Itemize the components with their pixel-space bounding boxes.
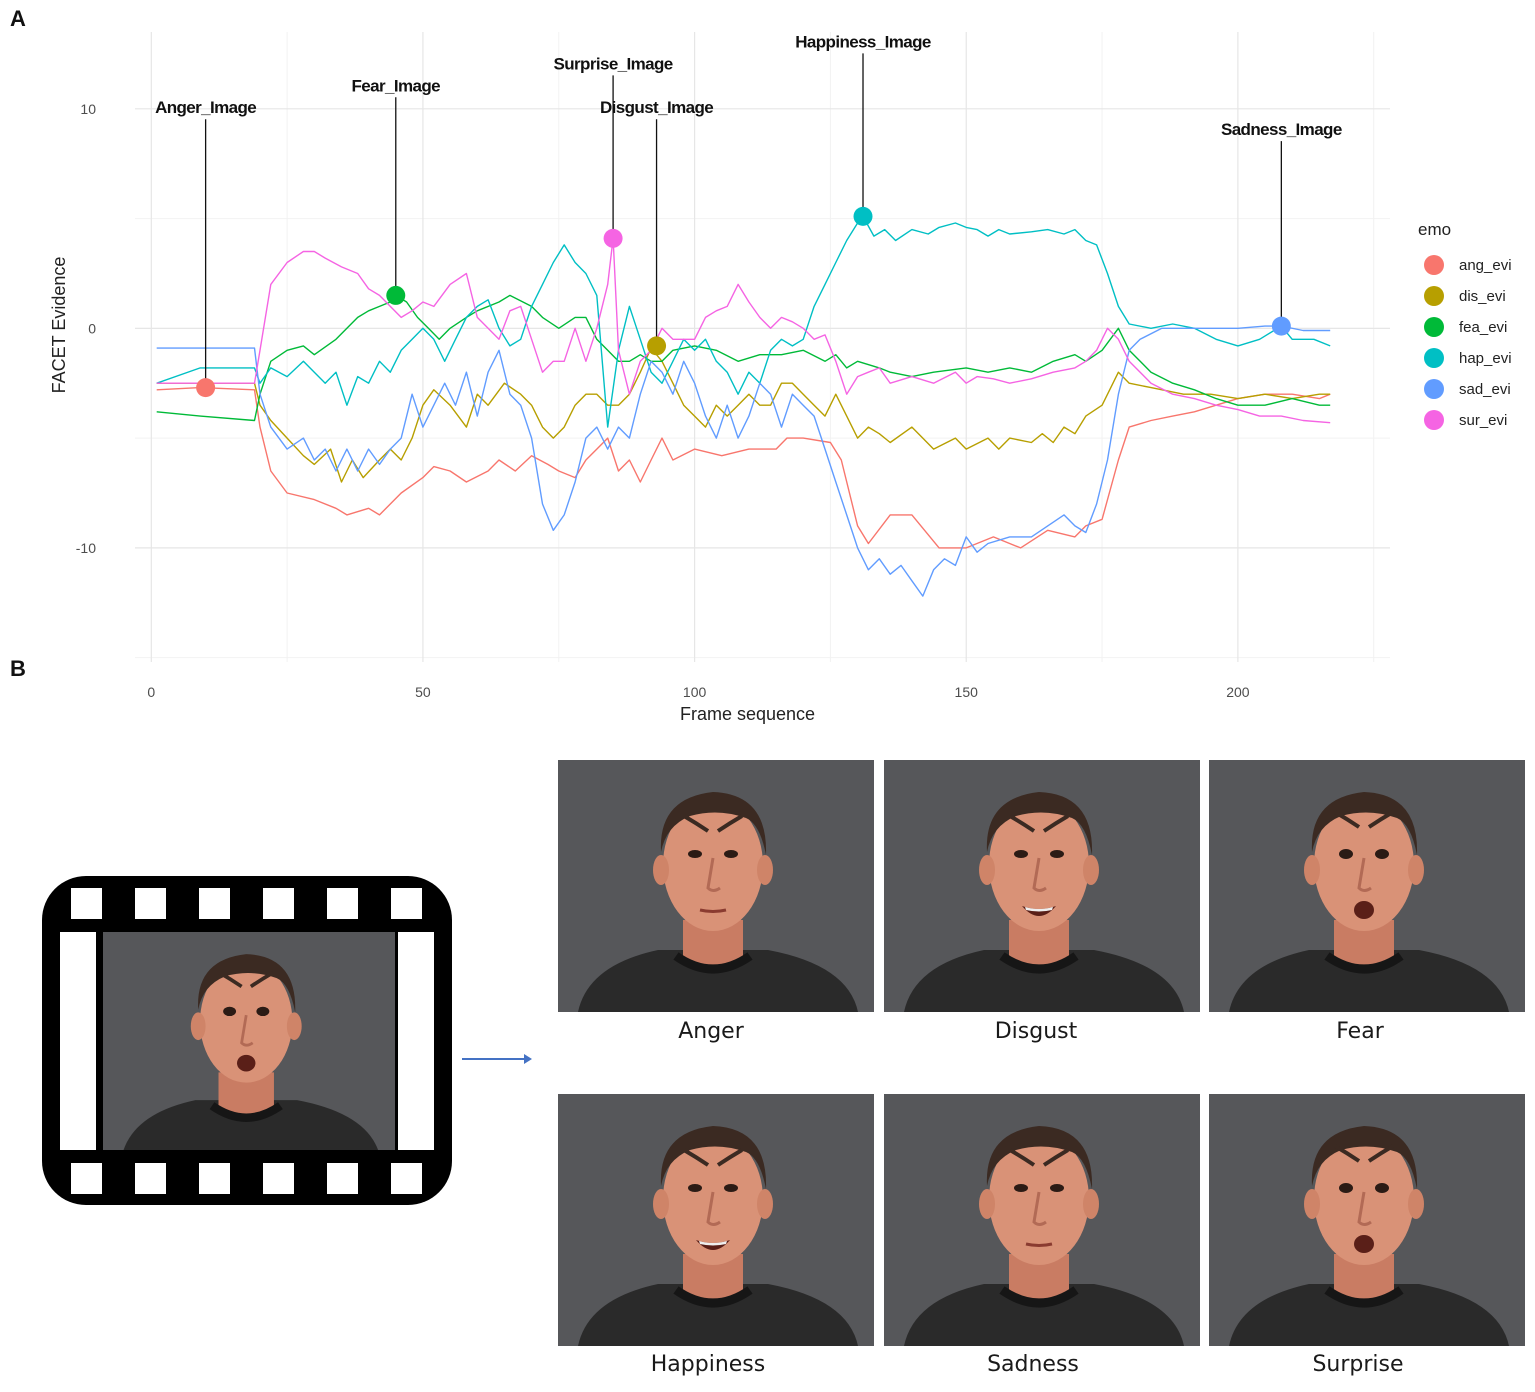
panel-a-label: A [10,6,26,31]
legend-key-sad_evi [1424,379,1444,399]
face-label-surprise: Surprise [1312,1352,1404,1377]
legend-key-dis_evi [1424,286,1444,306]
film-hole-icon [199,1163,230,1194]
annotation-point [647,336,667,356]
face-label-sadness: Sadness [987,1352,1079,1377]
film-hole-icon [391,1163,422,1194]
film-strip-icon [42,876,452,1205]
film-hole-icon [327,1163,358,1194]
film-hole-icon [71,888,102,919]
legend-key-hap_evi [1424,348,1444,368]
panel-b-label: B [10,656,26,681]
y-tick-label: 10 [80,101,96,117]
face-image-sadness [884,1094,1200,1346]
face-image-surprise [1209,1094,1525,1346]
x-tick-label: 100 [683,684,707,700]
annotation-point [1271,316,1291,336]
annotation-point [853,206,873,226]
annotation-point [603,228,623,248]
film-hole-icon [135,1163,166,1194]
film-side-left [60,932,96,1150]
y-tick-label: -10 [76,540,96,556]
film-hole-icon [391,888,422,919]
face-label-anger: Anger [678,1019,744,1044]
annotation-label: Surprise_Image [554,54,673,73]
legend-label-sur_evi: sur_evi [1459,412,1507,429]
x-tick-label: 50 [415,684,431,700]
annotation-label: Anger_Image [155,98,256,117]
film-hole-icon [135,888,166,919]
face-label-happiness: Happiness [650,1352,766,1377]
face-image-happiness [558,1094,874,1346]
face-label-disgust: Disgust [994,1019,1078,1044]
annotation-label: Fear_Image [352,76,441,95]
y-tick-label: 0 [88,320,96,336]
film-hole-icon [263,888,294,919]
series-line-sur_evi [156,237,1331,424]
x-axis-title: Frame sequence [680,704,815,724]
legend-title: emo [1418,220,1451,239]
legend-label-dis_evi: dis_evi [1459,288,1506,305]
legend-key-ang_evi [1424,255,1444,275]
face-image-anger [558,760,874,1012]
face-image-disgust [884,760,1200,1012]
film-hole-icon [327,888,358,919]
legend-key-sur_evi [1424,410,1444,430]
series-line-dis_evi [156,347,1331,483]
annotation-point [386,285,406,305]
film-hole-icon [263,1163,294,1194]
x-tick-label: 200 [1226,684,1250,700]
annotation-label: Sadness_Image [1221,120,1342,139]
film-hole-icon [199,888,230,919]
face-label-fear: Fear [1336,1019,1384,1044]
series-line-sad_evi [156,325,1331,597]
series-line-ang_evi [156,386,1331,549]
series-line-hap_evi [156,215,1331,428]
film-frame-face [103,932,395,1150]
face-image-fear [1209,760,1525,1012]
arrow-right-icon [462,1054,532,1064]
legend-key-fea_evi [1424,317,1444,337]
annotation-point [196,378,216,398]
annotation-label: Disgust_Image [600,98,713,117]
legend-label-ang_evi: ang_evi [1459,257,1512,274]
x-tick-label: 0 [147,684,155,700]
y-axis-title: FACET Evidence [49,257,69,394]
annotation-label: Happiness_Image [795,32,931,51]
legend-label-sad_evi: sad_evi [1459,381,1511,398]
film-hole-icon [71,1163,102,1194]
x-tick-label: 150 [955,684,979,700]
legend-label-fea_evi: fea_evi [1459,319,1507,336]
legend-label-hap_evi: hap_evi [1459,350,1512,367]
film-side-right [398,932,434,1150]
series-line-fea_evi [156,294,1331,422]
